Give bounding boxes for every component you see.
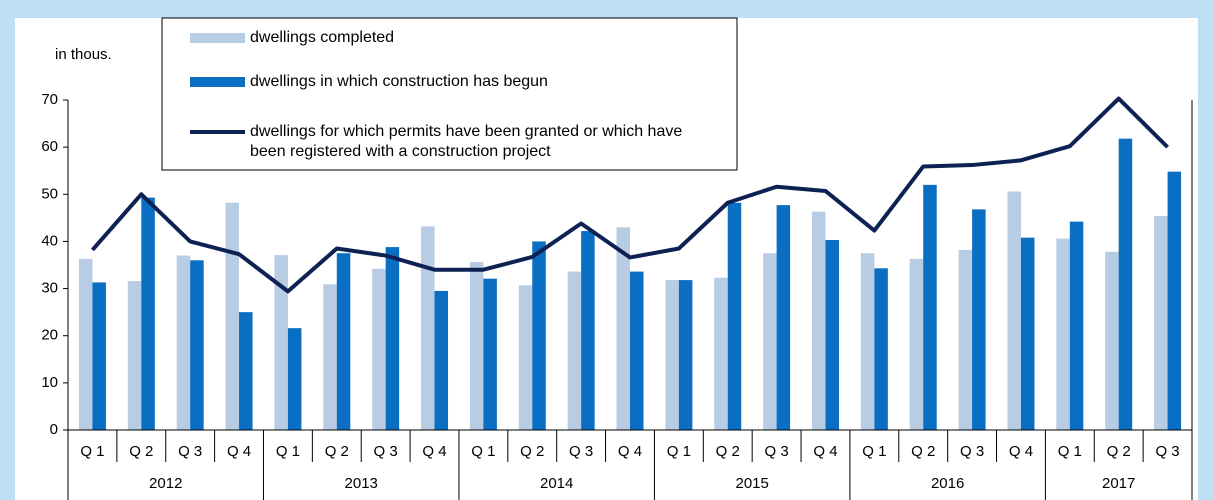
legend-label-line: dwellings for which permits have been gr… [250, 123, 682, 140]
bar [860, 253, 875, 430]
x-group-label: 2012 [149, 475, 182, 492]
bar [630, 271, 644, 430]
x-tick-label: Q 1 [667, 443, 691, 460]
legend-box [161, 17, 738, 171]
bar [1154, 215, 1168, 430]
x-tick-label: Q 3 [1155, 443, 1179, 460]
y-axis-label: in thous. [55, 46, 112, 63]
x-tick-label: Q 3 [960, 443, 984, 460]
bar [567, 271, 582, 430]
bar [336, 253, 351, 430]
bar [385, 247, 400, 430]
bar [972, 209, 986, 430]
bar [727, 202, 742, 430]
y-tick-label: 70 [41, 91, 58, 108]
bar [825, 240, 839, 430]
bar [518, 285, 533, 430]
x-group-label: 2015 [735, 475, 768, 492]
y-tick-label: 60 [41, 138, 58, 155]
x-tick-label: Q 4 [422, 443, 446, 460]
bar [1105, 251, 1119, 430]
x-tick-label: Q 1 [276, 443, 300, 460]
x-group-label: 2017 [1102, 475, 1135, 492]
bar [141, 197, 155, 430]
y-tick-label: 40 [41, 232, 58, 249]
legend-label: dwellings for which permits have been gr… [250, 123, 682, 160]
x-tick-label: Q 3 [178, 443, 202, 460]
bar [1020, 237, 1035, 430]
y-tick-label: 20 [41, 327, 58, 344]
bar [532, 241, 546, 430]
y-tick-label: 50 [41, 185, 58, 202]
x-tick-label: Q 2 [716, 443, 740, 460]
bar [678, 280, 693, 430]
bar [811, 211, 826, 430]
bar [239, 312, 253, 430]
x-tick-label: Q 4 [813, 443, 837, 460]
x-tick-label: Q 1 [862, 443, 886, 460]
x-tick-label: Q 1 [80, 443, 104, 460]
bar [176, 255, 191, 430]
bar [469, 262, 484, 430]
bar [665, 280, 679, 430]
x-tick-label: Q 2 [325, 443, 349, 460]
bar [874, 268, 888, 430]
y-tick-label: 10 [41, 374, 58, 391]
bar [92, 282, 106, 430]
x-tick-label: Q 3 [374, 443, 398, 460]
bar [225, 202, 240, 430]
x-tick-label: Q 2 [911, 443, 935, 460]
legend-swatch [190, 33, 245, 43]
x-tick-label: Q 4 [1009, 443, 1033, 460]
bar [1069, 221, 1084, 430]
bar [1007, 191, 1021, 430]
y-tick-label: 30 [41, 280, 58, 297]
bar [127, 281, 142, 430]
bar [616, 227, 630, 430]
bar [190, 260, 204, 430]
x-group-label: 2016 [931, 475, 964, 492]
bar [581, 231, 595, 430]
bar [1167, 171, 1182, 430]
bar [776, 205, 791, 430]
x-tick-label: Q 3 [569, 443, 593, 460]
bar [763, 253, 777, 430]
bar [434, 290, 449, 430]
bar [421, 226, 435, 430]
bar [714, 277, 728, 430]
legend-label: dwellings in which construction has begu… [250, 73, 548, 90]
legend-swatch [190, 77, 245, 87]
legend-label-line: been registered with a construction proj… [250, 143, 551, 160]
x-tick-label: Q 2 [129, 443, 153, 460]
legend-label: dwellings completed [250, 29, 394, 46]
bar [1056, 238, 1070, 430]
bar [274, 255, 288, 430]
bar [923, 184, 937, 430]
bar [287, 328, 302, 430]
x-group-label: 2013 [345, 475, 378, 492]
x-tick-label: Q 2 [520, 443, 544, 460]
x-tick-label: Q 2 [1107, 443, 1131, 460]
x-tick-label: Q 4 [618, 443, 642, 460]
bar [78, 258, 93, 430]
x-tick-label: Q 4 [227, 443, 251, 460]
bar [909, 258, 924, 430]
x-group-label: 2014 [540, 475, 573, 492]
x-tick-label: Q 3 [765, 443, 789, 460]
bar [958, 249, 973, 430]
bar [372, 268, 386, 430]
x-tick-label: Q 1 [471, 443, 495, 460]
bar [483, 278, 497, 430]
line [90, 96, 1169, 294]
bar [323, 284, 337, 430]
bar [1118, 138, 1133, 430]
y-tick-label: 0 [50, 421, 58, 438]
x-tick-label: Q 1 [1058, 443, 1082, 460]
